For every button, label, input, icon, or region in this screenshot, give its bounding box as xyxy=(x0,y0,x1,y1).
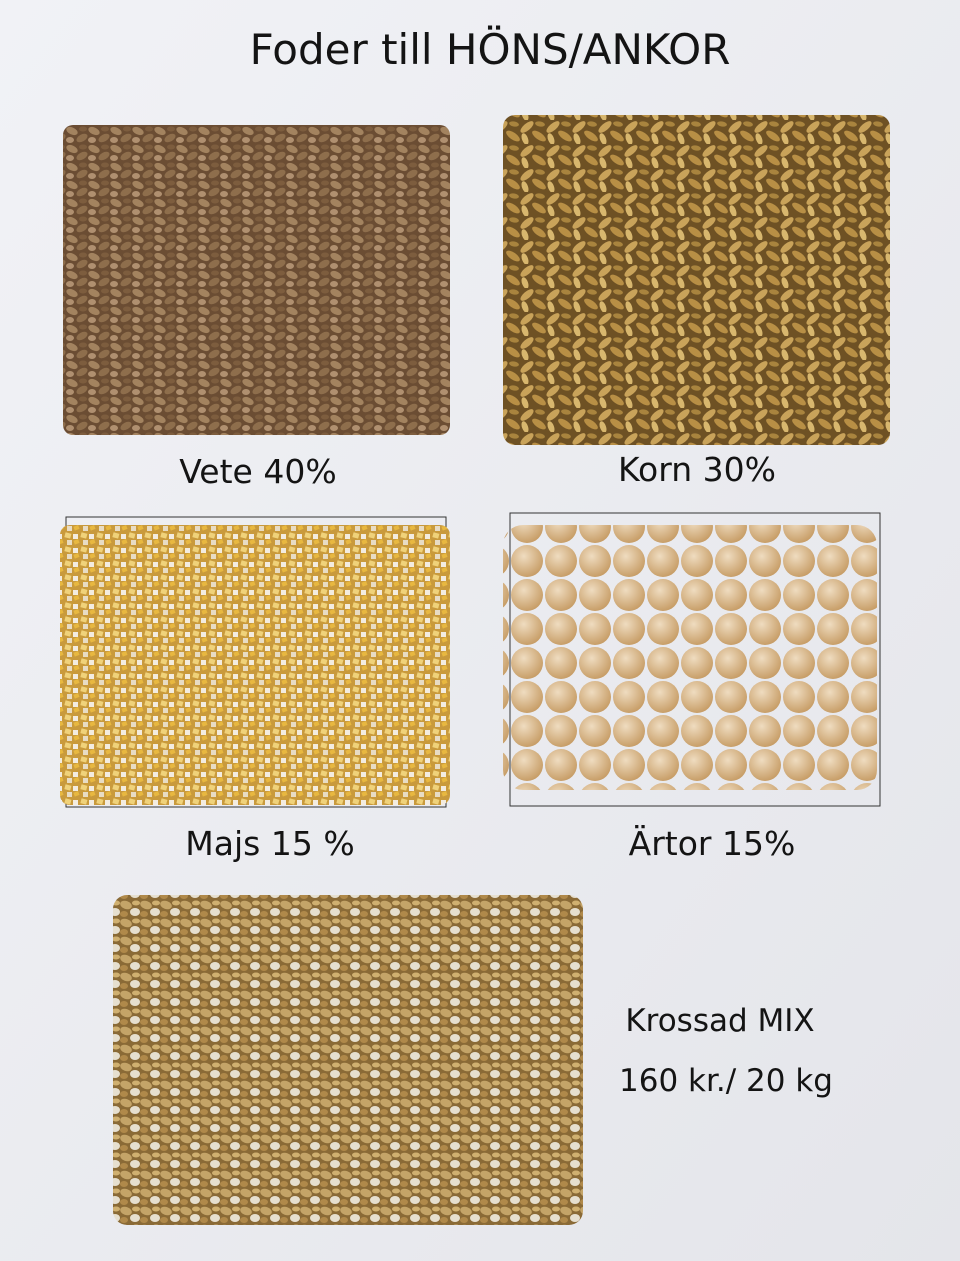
title: Foder till HÖNS/ANKOR xyxy=(250,24,731,74)
label-arter: Ärtor 15% xyxy=(629,824,796,863)
sample-majs xyxy=(60,516,450,808)
grain xyxy=(113,895,583,1225)
grain xyxy=(503,115,890,445)
peas xyxy=(503,525,877,790)
mix-price: 160 kr./ 20 kg xyxy=(619,1063,833,1099)
sample-arter xyxy=(503,512,881,807)
sample-mix xyxy=(113,895,583,1225)
label-majs: Majs 15 % xyxy=(185,824,354,863)
sample-korn xyxy=(503,115,890,445)
grain xyxy=(63,125,450,435)
sample-vete xyxy=(63,125,450,435)
label-vete: Vete 40% xyxy=(179,452,336,491)
label-korn: Korn 30% xyxy=(618,450,776,489)
grain xyxy=(60,525,450,805)
mix-label: Krossad MIX xyxy=(625,1003,814,1039)
